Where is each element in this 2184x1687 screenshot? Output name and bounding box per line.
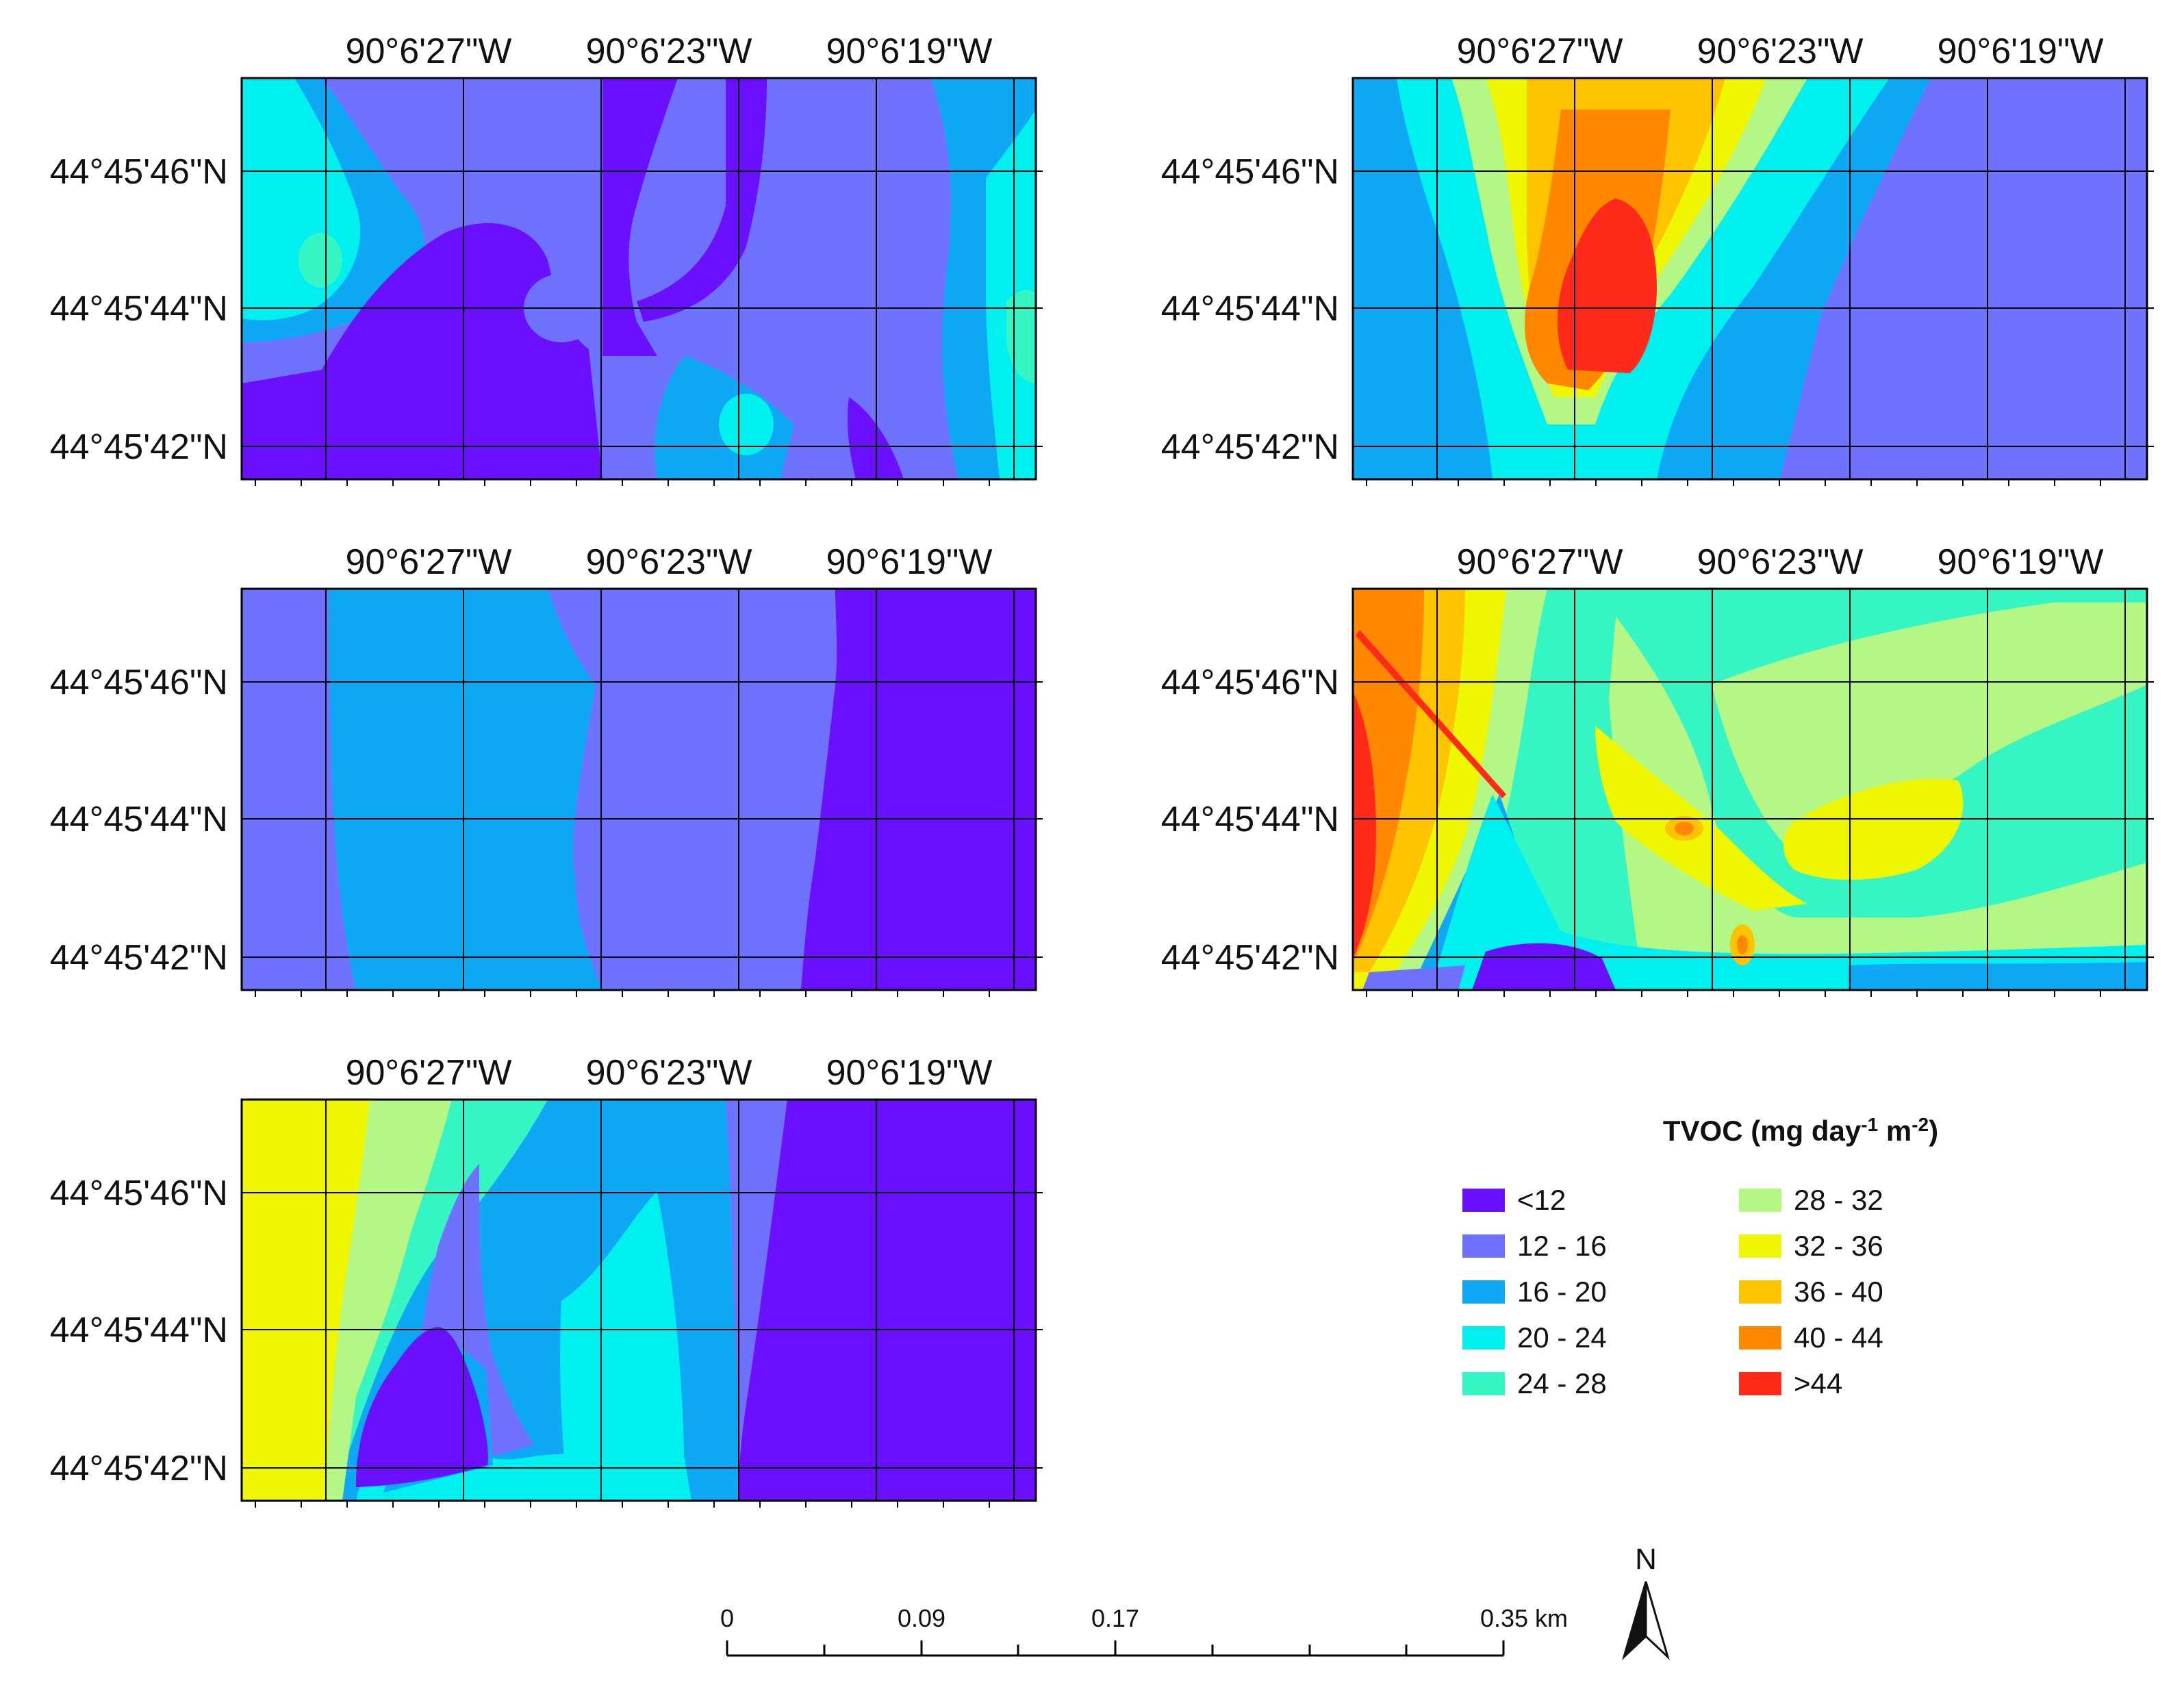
legend-label: <12 [1517,1184,1566,1216]
legend-label: 28 - 32 [1794,1184,1883,1216]
latitude-label: 44°45'44"N [1161,800,1339,839]
longitude-label: 90°6'19"W [826,1053,993,1093]
legend-label: 36 - 40 [1794,1276,1883,1308]
legend-label: 12 - 16 [1517,1230,1607,1262]
longitude-label: 90°6'23"W [1697,542,1864,582]
grid-lines [242,78,2154,1501]
map-panel-4 [1353,589,2147,990]
longitude-label: 90°6'19"W [1938,31,2104,71]
longitude-label: 90°6'27"W [1457,542,1623,582]
longitude-label: 90°6'23"W [1697,31,1864,71]
legend-title-main: TVOC (mg day [1663,1115,1862,1147]
scale-bar-label: 0.35 km [1480,1604,1568,1632]
legend-swatch [1462,1372,1505,1395]
map-panel-1 [242,78,1036,479]
longitude-label: 90°6'27"W [346,542,512,582]
latitude-label: 44°45'46"N [1161,152,1339,192]
scale-bar [726,1640,1505,1657]
longitude-label: 90°6'23"W [586,542,752,582]
legend-swatch [1462,1326,1505,1349]
legend-label: 24 - 28 [1517,1367,1607,1399]
longitude-label: 90°6'23"W [586,31,752,71]
latitude-label: 44°45'44"N [50,1310,228,1350]
map-panel-2 [1353,78,2147,479]
latitude-label: 44°45'42"N [50,1449,228,1488]
north-arrow-icon: N [1622,1543,1670,1660]
legend-label: 32 - 36 [1794,1230,1883,1262]
legend-swatch [1462,1189,1505,1212]
longitude-label: 90°6'19"W [826,31,993,71]
legend-label: 16 - 20 [1517,1276,1607,1308]
latitude-label: 44°45'44"N [50,289,228,329]
scale-bar-label: 0.09 [898,1604,945,1632]
minor-ticks [255,479,2101,1508]
legend-swatch [1739,1326,1781,1349]
map-panel-3 [242,589,1036,990]
legend-swatch [1739,1189,1781,1212]
legend-swatch [1739,1372,1781,1395]
latitude-label: 44°45'46"N [1161,663,1339,702]
legend-swatch [1462,1234,1505,1258]
legend-swatch [1462,1280,1505,1304]
latitude-label: 44°45'42"N [1161,938,1339,978]
longitude-label: 90°6'23"W [586,1053,752,1093]
legend-label: 20 - 24 [1517,1321,1607,1354]
longitude-label: 90°6'19"W [826,542,993,582]
legend-title-middle: m [1878,1115,1912,1147]
legend-swatch [1739,1234,1781,1258]
latitude-label: 44°45'46"N [50,663,228,702]
coordinate-labels: 90°6'27"W 90°6'23"W 90°6'19"W 44°45'46"N… [50,31,2104,1488]
legend-label: 40 - 44 [1794,1321,1883,1354]
latitude-label: 44°45'42"N [1161,427,1339,467]
longitude-label: 90°6'27"W [346,31,512,71]
latitude-label: 44°45'44"N [1161,289,1339,329]
legend-label: >44 [1794,1367,1842,1399]
scale-bar-label: 0.17 [1091,1604,1139,1632]
latitude-label: 44°45'42"N [50,427,228,467]
legend-title-exponent: -1 [1861,1114,1878,1135]
panel-frames [240,77,2148,1502]
legend-title-exponent: -2 [1912,1114,1929,1135]
legend-swatch [1739,1280,1781,1304]
map-panel-5 [242,1100,1036,1501]
latitude-label: 44°45'46"N [50,1174,228,1213]
latitude-label: 44°45'42"N [50,938,228,978]
legend-title: TVOC (mg day-1 m-2) [1663,1114,1938,1147]
longitude-label: 90°6'27"W [346,1053,512,1093]
longitude-label: 90°6'19"W [1938,542,2104,582]
north-arrow-label: N [1635,1543,1657,1576]
legend: TVOC (mg day-1 m-2) <12 12 - 16 16 - 20 … [1462,1114,1938,1399]
latitude-label: 44°45'46"N [50,152,228,192]
legend-title-end: ) [1929,1115,1938,1147]
scale-bar-label: 0 [720,1604,734,1632]
longitude-label: 90°6'27"W [1457,31,1623,71]
latitude-label: 44°45'44"N [50,800,228,839]
